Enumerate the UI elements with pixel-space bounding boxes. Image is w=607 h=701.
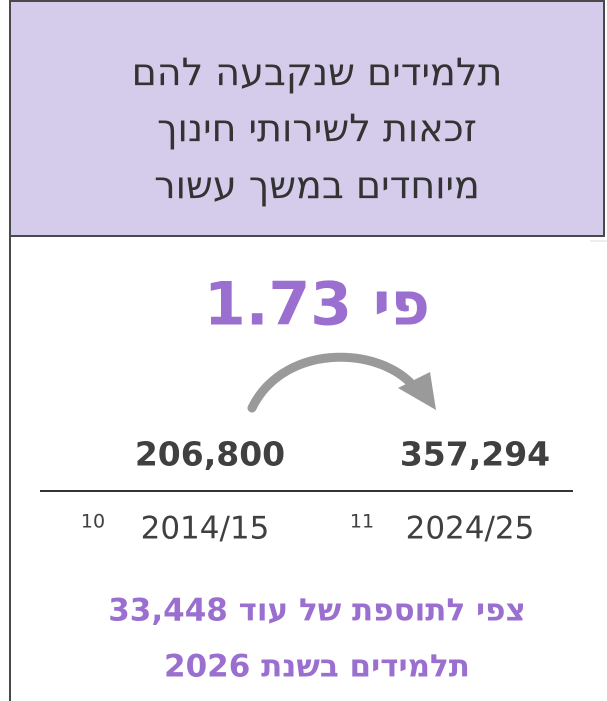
year: 2024/25 [406,511,535,547]
footnote: 10 [81,511,105,533]
header-box [9,0,605,237]
title-line: תלמידים שנקבעה להם [132,51,503,95]
arrow-head [398,372,436,410]
title-line: מיוחדים במשך עשור [154,164,480,208]
multiplier: פי 1.73 [204,270,430,340]
note-line: תלמידים בשנת 2026 [164,649,470,685]
arrow [247,352,425,413]
value: 206,800 [135,435,285,474]
note-line: צפי לתוספת של עוד 33,448 [108,593,526,629]
value: 357,294 [400,435,550,474]
title-line: זכאות לשירותי חינוך [157,107,477,151]
year: 2014/15 [141,511,270,547]
footnote: 11 [350,511,374,533]
